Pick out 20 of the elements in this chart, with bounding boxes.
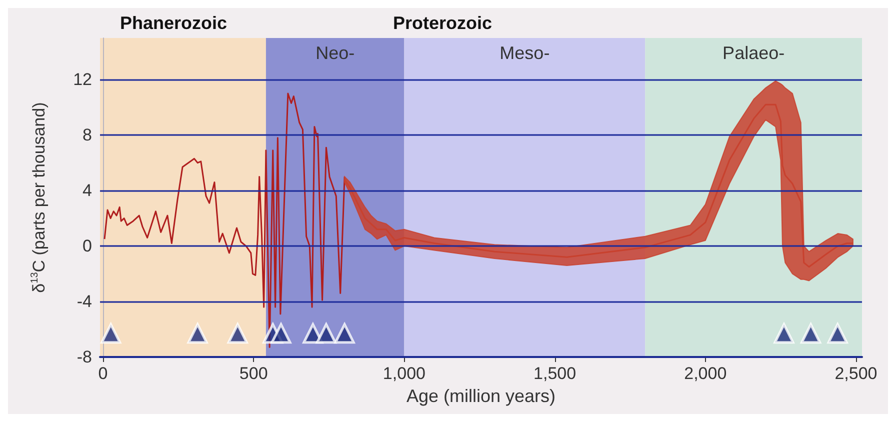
line-series — [104, 92, 346, 348]
x-tick-label: 1,500 — [534, 364, 576, 383]
x-tick-label: 500 — [239, 364, 268, 383]
band-label: Neo- — [316, 43, 355, 63]
y-tick-label: -8 — [76, 348, 92, 366]
band-label: Meso- — [500, 43, 550, 63]
x-axis-title: Age (million years) — [406, 386, 556, 406]
x-tick-label: 2,500 — [834, 364, 878, 383]
x-tick-label: 0 — [98, 364, 108, 383]
x-tick-label: 1,000 — [382, 364, 426, 383]
y-tick-label: -4 — [76, 292, 92, 312]
y-tick-label: 0 — [82, 236, 92, 256]
y-tick-label: 12 — [73, 70, 92, 90]
y-axis-title: δ13C (parts per thousand) — [30, 102, 48, 293]
y-tick-label: 8 — [82, 126, 92, 145]
x-tick-label: 2,000 — [684, 364, 727, 383]
band-label: Palaeo- — [722, 43, 785, 63]
text: Proterozoic — [393, 13, 492, 33]
y-tick-label: 4 — [82, 181, 92, 200]
text: Phanerozoic — [120, 13, 228, 33]
